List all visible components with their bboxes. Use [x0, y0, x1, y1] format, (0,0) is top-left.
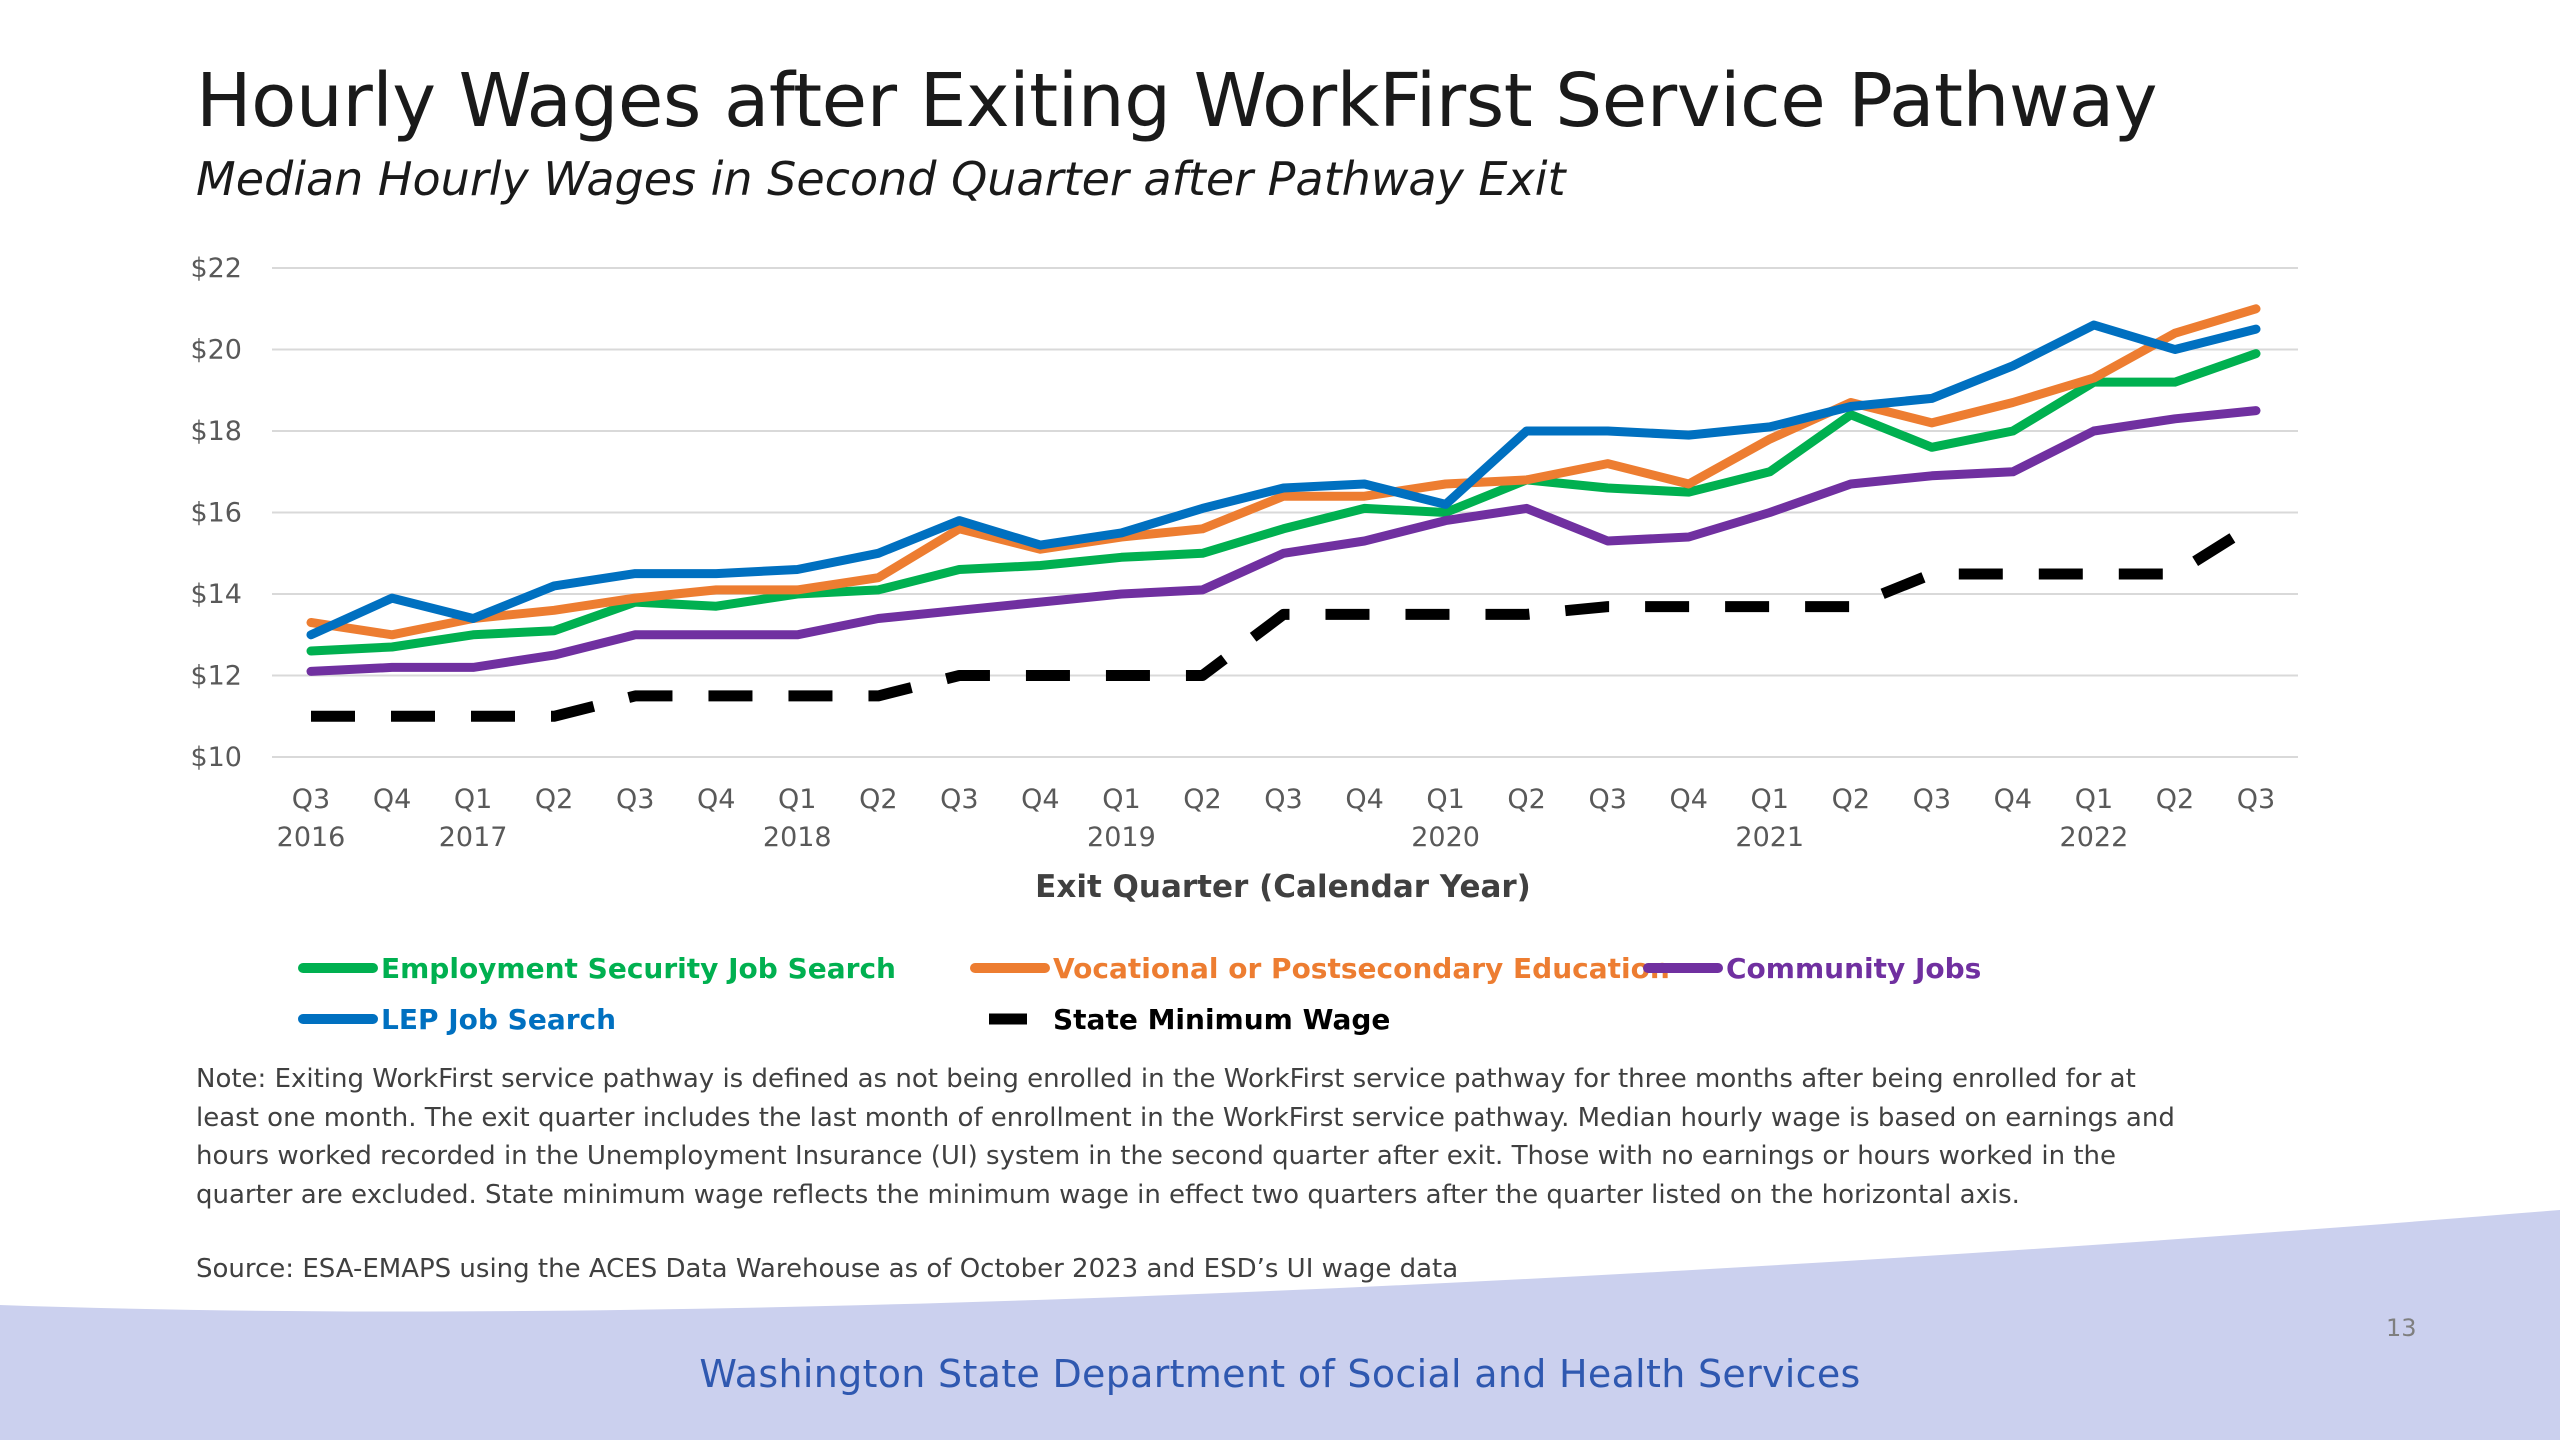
y-tick-label: $10	[190, 742, 242, 773]
x-tick-label: Q1	[1102, 784, 1140, 815]
x-tick-label: Q1	[1426, 784, 1464, 815]
legend-item: LEP Job Search	[298, 1003, 616, 1036]
x-tick-label: Q2	[2156, 784, 2194, 815]
x-tick-label: Q4	[697, 784, 735, 815]
series-line	[306, 320, 2261, 640]
x-tick-label: Q3	[616, 784, 654, 815]
series-line	[306, 406, 2261, 676]
x-axis-ticks: Q3 2016 Q4 Q1 2017 Q2 Q3 Q4 Q1 2018 Q2 Q3 Q4 Q1 2019 Q2…	[277, 784, 2276, 853]
legend-label: State Minimum Wage	[1053, 1003, 1390, 1036]
y-tick-label: $12	[190, 661, 242, 692]
y-tick-label: $14	[190, 579, 242, 610]
y-tick-label: $16	[190, 498, 242, 529]
x-tick-label: Q4	[1669, 784, 1707, 815]
x-tick-label: Q4	[1345, 784, 1383, 815]
x-tick-label: Q2	[1832, 784, 1870, 815]
series-line	[311, 518, 2259, 722]
x-axis-title: Exit Quarter (Calendar Year)	[1035, 869, 1531, 905]
x-tick-label: Q2	[535, 784, 573, 815]
x-tick-label: Q1	[1751, 784, 1789, 815]
x-tick-label: Q3	[1264, 784, 1302, 815]
x-tick-label: Q3	[1588, 784, 1626, 815]
legend-item: Community Jobs	[1643, 952, 1981, 985]
x-tick-label: Q3	[1913, 784, 1951, 815]
gridlines	[272, 267, 2298, 758]
x-tick-year-label: 2021	[1735, 822, 1804, 853]
x-tick-label: Q2	[1507, 784, 1545, 815]
x-tick-label: Q4	[1021, 784, 1059, 815]
y-tick-label: $18	[190, 416, 242, 447]
legend-label: LEP Job Search	[381, 1003, 616, 1036]
legend-label: Vocational or Postsecondary Education	[1053, 952, 1670, 985]
x-tick-year-label: 2017	[439, 822, 508, 853]
x-tick-label: Q1	[778, 784, 816, 815]
slide-subtitle: Median Hourly Wages in Second Quarter af…	[196, 152, 1566, 206]
legend-label: Employment Security Job Search	[381, 952, 896, 985]
x-tick-year-label: 2019	[1087, 822, 1156, 853]
chart-source: Source: ESA-EMAPS using the ACES Data Wa…	[196, 1254, 1459, 1284]
series-line	[306, 304, 2261, 640]
x-tick-year-label: 2022	[2060, 822, 2129, 853]
slide-title: Hourly Wages after Exiting WorkFirst Ser…	[196, 58, 2158, 144]
x-tick-label: Q3	[940, 784, 978, 815]
x-tick-year-label: 2020	[1411, 822, 1480, 853]
x-tick-label: Q2	[1183, 784, 1221, 815]
x-tick-label: Q4	[373, 784, 411, 815]
chart-note: Note: Exiting WorkFirst service pathway …	[196, 1064, 2175, 1210]
legend-item: State Minimum Wage	[989, 1003, 1390, 1036]
legend-label: Community Jobs	[1726, 952, 1981, 985]
x-tick-label: Q1	[454, 784, 492, 815]
x-tick-year-label: 2016	[277, 822, 346, 853]
legend-item: Vocational or Postsecondary Education	[970, 952, 1670, 985]
y-tick-label: $20	[190, 335, 242, 366]
series-lines	[306, 304, 2261, 722]
x-tick-label: Q3	[292, 784, 330, 815]
footer-organization-name: Washington State Department of Social an…	[699, 1352, 1861, 1396]
page-number: 13	[2386, 1314, 2417, 1342]
y-tick-label: $22	[190, 253, 242, 284]
x-tick-label: Q3	[2237, 784, 2275, 815]
x-tick-label: Q1	[2075, 784, 2113, 815]
y-axis-ticks: $10 $12 $14 $16 $18 $20 $22	[190, 253, 242, 773]
x-tick-year-label: 2018	[763, 822, 832, 853]
footer-wave-shape	[0, 1210, 2560, 1440]
x-tick-label: Q4	[1994, 784, 2032, 815]
x-tick-label: Q2	[859, 784, 897, 815]
legend: Employment Security Job Search Vocational…	[298, 952, 1981, 1036]
legend-item: Employment Security Job Search	[298, 952, 896, 985]
